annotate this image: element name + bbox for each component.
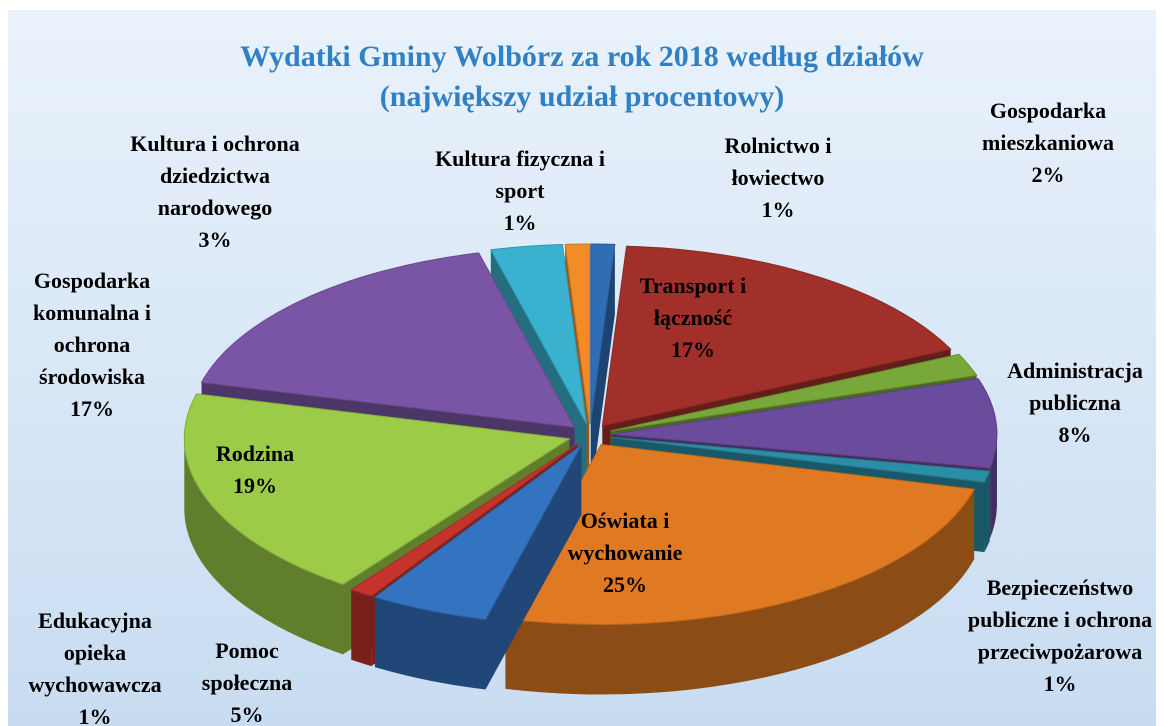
chart-title: Wydatki Gminy Wolbórz za rok 2018 według… bbox=[240, 40, 924, 73]
category-label: Oświata i wychowanie bbox=[567, 508, 683, 565]
category-label: Rodzina bbox=[215, 441, 295, 466]
slice-label: Oświata i wychowanie 25% bbox=[545, 505, 705, 601]
category-label: Bezpieczeństwo publiczne i ochrona przec… bbox=[967, 575, 1153, 664]
slice-label: Bezpieczeństwo publiczne i ochrona przec… bbox=[950, 572, 1156, 700]
slice-label: Pomoc społeczna 5% bbox=[187, 635, 307, 726]
slice-side bbox=[184, 438, 344, 655]
slice bbox=[611, 436, 991, 483]
chart-subtitle: (największy udział procentowy) bbox=[379, 80, 785, 113]
category-label: Transport i łączność bbox=[639, 273, 747, 330]
slice-label: Kultura i ochrona dziedzictwa narodowego… bbox=[105, 128, 325, 256]
slice-side bbox=[351, 589, 372, 667]
slice-side bbox=[505, 489, 975, 695]
value-label: 8% bbox=[1058, 422, 1092, 447]
value-label: 1% bbox=[503, 210, 537, 235]
category-label: Administracja publiczna bbox=[1007, 358, 1143, 415]
slice-label: Edukacyjna opieka wychowawcza 1% bbox=[15, 605, 175, 726]
slice-group bbox=[590, 243, 616, 495]
slice-label: Rolnictwo i łowiectwo 1% bbox=[698, 130, 858, 226]
value-label: 19% bbox=[233, 473, 277, 498]
slice bbox=[601, 245, 952, 427]
slice-label: Gospodarka mieszkaniowa 2% bbox=[958, 95, 1138, 191]
category-label: Kultura i ochrona dziedzictwa narodowego bbox=[130, 131, 300, 220]
slice bbox=[611, 378, 998, 469]
slice-label: Rodzina 19% bbox=[200, 438, 310, 502]
value-label: 17% bbox=[70, 396, 114, 421]
slice-side bbox=[984, 471, 990, 553]
category-label: Gospodarka mieszkaniowa bbox=[982, 98, 1114, 155]
slice-side bbox=[990, 434, 997, 539]
slice-label: Gospodarka komunalna i ochrona środowisk… bbox=[12, 265, 172, 425]
slice bbox=[610, 353, 978, 432]
category-label: Edukacyjna opieka wychowawcza bbox=[28, 608, 162, 697]
slice-wall bbox=[590, 244, 615, 495]
slice bbox=[490, 243, 588, 425]
slice-label: Kultura fizyczna i sport 1% bbox=[415, 143, 625, 239]
slice bbox=[183, 393, 571, 585]
value-label: 3% bbox=[198, 227, 232, 252]
pie-area bbox=[183, 243, 998, 695]
value-label: 17% bbox=[671, 337, 715, 362]
value-label: 2% bbox=[1031, 162, 1065, 187]
slice bbox=[590, 243, 616, 425]
value-label: 1% bbox=[78, 704, 112, 726]
value-label: 5% bbox=[230, 702, 264, 726]
slice-label: Administracja publiczna 8% bbox=[980, 355, 1156, 451]
value-label: 1% bbox=[761, 197, 795, 222]
chart: Wydatki Gminy Wolbórz za rok 2018 według… bbox=[8, 10, 1156, 726]
slice-group bbox=[373, 444, 582, 690]
slice bbox=[200, 252, 576, 428]
slice-label: Transport i łączność 17% bbox=[628, 270, 758, 366]
slice bbox=[373, 444, 582, 620]
slice-side bbox=[374, 597, 486, 690]
slice bbox=[504, 443, 975, 625]
slice bbox=[350, 443, 578, 597]
category-label: Kultura fizyczna i sport bbox=[435, 146, 605, 203]
category-label: Pomoc społeczna bbox=[201, 638, 293, 695]
value-label: 25% bbox=[603, 572, 647, 597]
category-label: Gospodarka komunalna i ochrona środowisk… bbox=[33, 268, 151, 389]
category-label: Rolnictwo i łowiectwo bbox=[724, 133, 832, 190]
slice bbox=[564, 243, 590, 425]
value-label: 1% bbox=[1043, 671, 1077, 696]
